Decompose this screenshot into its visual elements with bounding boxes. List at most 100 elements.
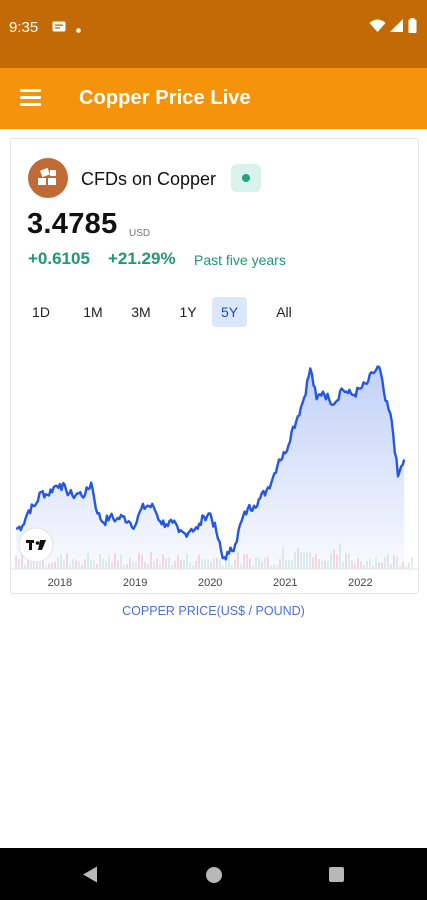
chart-data-point (214, 530, 218, 534)
status-bar: 9:35 (0, 0, 427, 68)
chart-data-point (371, 371, 375, 375)
chart-data-point (252, 504, 256, 508)
chart-data-point (64, 488, 68, 492)
chart-data-point (265, 488, 269, 492)
tab-1m[interactable]: 1M (83, 304, 103, 320)
price-value: 3.4785 (27, 208, 118, 240)
status-left-icons (52, 20, 81, 38)
chart-data-point (321, 390, 325, 394)
chart-data-point (33, 504, 37, 508)
price-line (15, 365, 406, 561)
chart-data-point (202, 515, 206, 519)
chart-data-point (52, 485, 56, 489)
chart-data-point (358, 387, 362, 391)
volume-bar (405, 565, 407, 569)
price-change-period: Past five years (194, 252, 286, 268)
chart-data-point (258, 496, 262, 500)
chart-data-point (396, 474, 400, 478)
chart-data-point (315, 397, 319, 401)
x-tick-label: 2019 (123, 577, 147, 589)
chart-data-point (384, 399, 388, 403)
battery-icon (408, 18, 417, 38)
volume-bar (411, 557, 413, 569)
chart-data-point (171, 521, 175, 525)
chart-data-point (27, 508, 31, 512)
app-title: Copper Price Live (79, 87, 251, 109)
wifi-icon (369, 19, 386, 38)
chart-caption: COPPER PRICE(US$ / POUND) (122, 604, 305, 618)
status-time: 9:35 (9, 19, 39, 36)
chart-data-point (327, 397, 331, 401)
tab-1d[interactable]: 1D (32, 304, 50, 320)
chart-data-point (271, 476, 275, 480)
chart-data-point (390, 419, 394, 423)
chart-data-point (333, 400, 337, 404)
chart-data-point (83, 493, 87, 497)
signal-icon (390, 18, 404, 38)
dot-icon (76, 20, 81, 38)
status-right-icons (369, 18, 417, 38)
chart-data-point (352, 393, 356, 397)
recent-apps-icon[interactable] (329, 867, 344, 882)
tradingview-logo-icon[interactable] (18, 527, 54, 563)
x-tick-label: 2018 (48, 577, 72, 589)
chart-data-point (296, 414, 300, 418)
tab-all[interactable]: All (276, 304, 292, 320)
chart-data-point (283, 451, 287, 455)
message-notification-icon (52, 20, 66, 38)
tab-1y[interactable]: 1Y (179, 304, 197, 320)
chart-data-point (133, 524, 137, 528)
chart-data-point (227, 552, 231, 556)
chart-data-point (71, 494, 75, 498)
chart-data-point (108, 515, 112, 519)
chart-data-point (208, 512, 212, 516)
chart-data-point (58, 482, 62, 486)
chart-data-point (96, 512, 100, 516)
price-area-fill (16, 366, 405, 569)
chart-data-point (233, 542, 237, 546)
chart-data-point (277, 458, 281, 462)
tab-3m[interactable]: 3M (131, 304, 151, 320)
chart-data-point (152, 505, 156, 509)
chart-data-point (158, 519, 162, 523)
chart-data-point (221, 556, 225, 560)
price-chart-svg: 2018 2019 2020 2021 2022 (11, 365, 418, 589)
chart-data-point (14, 527, 18, 531)
app-bar: Copper Price Live (0, 68, 427, 129)
chart-data-point (146, 504, 150, 508)
chart-data-point (77, 491, 81, 495)
price-chart[interactable]: 2018 2019 2020 2021 2022 (11, 347, 418, 593)
market-status-badge[interactable] (231, 164, 261, 192)
price-change-percent: +21.29% (108, 249, 176, 268)
back-icon[interactable] (82, 866, 98, 888)
chart-data-point (290, 430, 294, 434)
chart-data-point (89, 481, 93, 485)
price-unit: USD (129, 228, 151, 239)
chart-data-point (308, 366, 312, 370)
chart-data-point (340, 387, 344, 391)
chart-data-point (45, 493, 49, 497)
copper-blocks-icon (28, 158, 68, 198)
chart-data-point (402, 458, 406, 462)
chart-data-point (365, 382, 369, 386)
x-tick-label: 2020 (198, 577, 222, 589)
hamburger-menu-icon[interactable] (20, 89, 42, 107)
chart-data-point (164, 522, 168, 526)
x-tick-label: 2021 (273, 577, 297, 589)
chart-data-point (114, 518, 118, 522)
chart-data-point (189, 527, 193, 531)
chart-data-point (139, 507, 143, 511)
price-card: CFDs on Copper 3.4785 USD +0.6105 +21.29… (10, 138, 419, 594)
chart-data-point (121, 515, 125, 519)
chart-data-point (196, 527, 200, 531)
chart-data-point (20, 524, 24, 528)
chart-data-point (102, 521, 106, 525)
home-icon[interactable] (206, 867, 222, 883)
chart-data-point (246, 507, 250, 511)
volume-bar (15, 555, 17, 569)
price-change-absolute: +0.6105 (28, 249, 90, 268)
tab-5y[interactable]: 5Y (212, 297, 247, 327)
chart-data-point (302, 396, 306, 400)
chart-data-point (183, 532, 187, 536)
chart-data-point (240, 519, 244, 523)
